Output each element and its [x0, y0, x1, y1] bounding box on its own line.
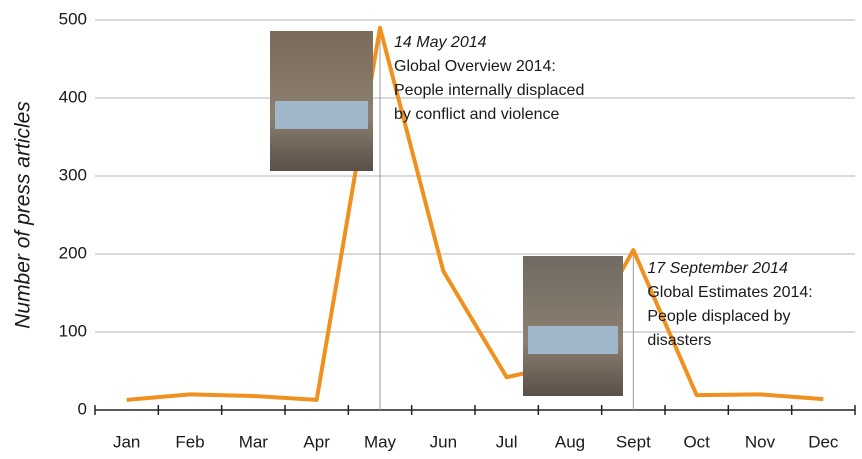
annotation-text: Global Overview 2014: — [394, 58, 556, 75]
x-tick-label: Oct — [683, 432, 710, 451]
y-tick-label: 500 — [59, 9, 87, 28]
x-tick-label: May — [364, 432, 397, 451]
x-tick-label: Aug — [555, 432, 585, 451]
y-tick-label: 200 — [59, 243, 87, 262]
x-tick-label: Apr — [303, 432, 330, 451]
x-tick-label: Sept — [616, 432, 651, 451]
x-tick-label: Jan — [113, 432, 140, 451]
annotation-text: People displaced by — [647, 308, 790, 325]
y-tick-label: 100 — [59, 321, 87, 340]
y-tick-label: 300 — [59, 165, 87, 184]
report-cover-band — [275, 101, 368, 129]
x-tick-label: Mar — [239, 432, 269, 451]
y-tick-label: 400 — [59, 87, 87, 106]
x-tick-label: Nov — [745, 432, 776, 451]
y-tick-label: 0 — [78, 399, 87, 418]
x-tick-label: Feb — [175, 432, 204, 451]
report-cover-band — [528, 326, 618, 354]
x-tick-label: Jun — [430, 432, 457, 451]
x-tick-label: Jul — [496, 432, 518, 451]
x-tick-label: Dec — [808, 432, 839, 451]
annotation-text: People internally displaced — [394, 82, 584, 99]
y-axis-label: Number of press articles — [12, 101, 35, 329]
annotation-text: Global Estimates 2014: — [647, 284, 812, 301]
annotation-text: by conflict and violence — [394, 106, 560, 123]
line — [126, 25, 824, 402]
annotation-date: 14 May 2014 — [394, 34, 487, 51]
annotation-text: disasters — [647, 332, 711, 349]
annotation-date: 17 September 2014 — [647, 260, 788, 277]
